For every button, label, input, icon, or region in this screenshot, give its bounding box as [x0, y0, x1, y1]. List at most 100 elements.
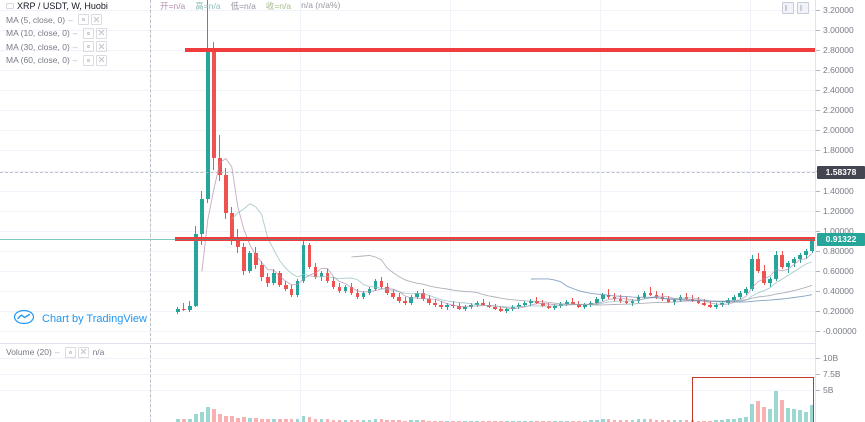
price-tick: 0.80000 — [816, 245, 865, 257]
volume-bar — [756, 401, 761, 422]
ma-remove-icon-0[interactable] — [90, 14, 102, 25]
volume-value: n/a — [92, 347, 105, 357]
ohlc-low: 低=n/a — [230, 1, 256, 11]
volume-bar — [463, 420, 467, 422]
gridline — [0, 10, 815, 12]
volume-bar — [792, 409, 796, 422]
volume-dash: – — [54, 347, 60, 357]
tradingview-watermark[interactable]: Chart by TradingView — [13, 309, 147, 327]
volume-bar — [594, 420, 599, 422]
volume-bar — [696, 420, 701, 422]
volume-bar — [750, 404, 755, 422]
volume-bar — [283, 419, 288, 422]
volume-bar — [570, 420, 575, 422]
volume-bar — [564, 420, 569, 422]
volume-rectangle-drawing[interactable] — [692, 377, 814, 422]
volume-bar — [708, 420, 713, 422]
volume-bar — [702, 420, 707, 422]
volume-bar — [367, 420, 372, 422]
horizontal-line-resistance[interactable] — [185, 48, 815, 53]
volume-bar — [720, 420, 725, 422]
volume-legend-row[interactable]: Volume (20) – n/a — [6, 346, 104, 358]
last-price-badge[interactable]: 0.91322 — [817, 232, 865, 246]
horizontal-line-support[interactable] — [175, 237, 815, 241]
volume-bar — [229, 416, 234, 422]
ma-line-60 — [530, 278, 813, 303]
volume-remove-icon[interactable] — [77, 346, 89, 358]
volume-bar — [546, 420, 551, 422]
volume-bar — [349, 420, 354, 422]
ma-remove-icon-3[interactable] — [95, 54, 107, 66]
tradingview-cloud-icon — [13, 309, 42, 327]
volume-bar — [714, 420, 719, 422]
volume-bar — [403, 420, 408, 422]
volume-pane[interactable] — [0, 345, 815, 422]
volume-bar — [295, 418, 300, 422]
volume-vertical-gridline — [300, 345, 301, 422]
volume-bar — [558, 420, 563, 422]
volume-bar — [612, 420, 617, 422]
volume-bar — [469, 420, 473, 422]
ma-settings-icon-0[interactable] — [77, 14, 89, 25]
ma-settings-icon-3[interactable] — [82, 54, 94, 66]
ma-label-2: MA (30, close, 0) — [6, 41, 70, 52]
price-tick: 1.20000 — [816, 205, 865, 217]
ma-remove-icon-2[interactable] — [95, 41, 107, 52]
volume-bar — [523, 420, 527, 422]
price-scale[interactable]: 3.20000 3.00000 2.80000 2.60000 2.40000 2.200… — [815, 0, 865, 422]
volume-bar — [439, 420, 444, 422]
eye-icon[interactable] — [6, 2, 14, 10]
price-chart-pane[interactable] — [0, 0, 815, 341]
volume-bar — [277, 419, 282, 422]
volume-bar — [774, 391, 778, 422]
ma-legend-row-2[interactable]: MA (30, close, 0) – — [6, 41, 108, 53]
gridline — [0, 30, 815, 32]
volume-legend: Volume (20) – n/a — [6, 346, 104, 360]
volume-bar — [259, 418, 264, 422]
volume-bar — [768, 409, 772, 422]
volume-bar — [684, 420, 689, 422]
volume-bar — [361, 420, 366, 422]
ma-settings-icon-1[interactable] — [82, 27, 94, 39]
price-tick: -0.00000 — [816, 325, 865, 337]
ma-line-5 — [201, 157, 813, 309]
volume-bar — [206, 406, 210, 422]
fullscreen-toggle-icon[interactable] — [797, 2, 809, 14]
volume-bar — [672, 420, 677, 422]
layout-toggle-icon[interactable] — [782, 2, 794, 14]
price-tick: 2.60000 — [816, 64, 865, 76]
volume-bar — [630, 420, 635, 422]
gridline — [0, 310, 815, 312]
volume-bar — [223, 415, 228, 422]
volume-tick: 10B — [816, 352, 865, 364]
volume-bar — [194, 414, 198, 422]
ohlc-close: 收=n/a — [265, 1, 292, 11]
volume-bar — [576, 420, 581, 422]
price-tick: 3.00000 — [816, 24, 865, 36]
price-tick: 0.60000 — [816, 265, 865, 277]
ma-remove-icon-1[interactable] — [95, 27, 107, 39]
gridline — [0, 70, 815, 72]
ma-legend-row-3[interactable]: MA (60, close, 0) – — [6, 54, 108, 66]
volume-bar — [804, 411, 808, 422]
volume-bar — [738, 418, 743, 422]
volume-bar — [505, 420, 509, 422]
symbol-title[interactable]: XRP / USDT, W, Huobi — [17, 1, 108, 11]
ma-legend-row-1[interactable]: MA (10, close, 0) – — [6, 27, 108, 39]
volume-label: Volume (20) — [6, 347, 52, 357]
pane-separator[interactable] — [0, 343, 815, 344]
ma-legend-row-0[interactable]: MA (5, close, 0) – — [6, 14, 108, 26]
ma-label-1: MA (10, close, 0) — [6, 28, 70, 38]
volume-bar — [271, 418, 276, 422]
volume-bar — [636, 419, 641, 422]
volume-bar — [325, 419, 330, 422]
price-tick: 0.20000 — [816, 305, 865, 317]
symbol-legend-row[interactable]: XRP / USDT, W, Huobi — [6, 0, 108, 12]
price-tick: 0.40000 — [816, 285, 865, 297]
volume-settings-icon[interactable] — [64, 346, 76, 358]
ma-settings-icon-2[interactable] — [82, 41, 94, 52]
price-tick: 2.00000 — [816, 124, 865, 136]
top-right-toolbar[interactable] — [782, 2, 809, 14]
ma-value-dash-1: – — [72, 28, 78, 38]
